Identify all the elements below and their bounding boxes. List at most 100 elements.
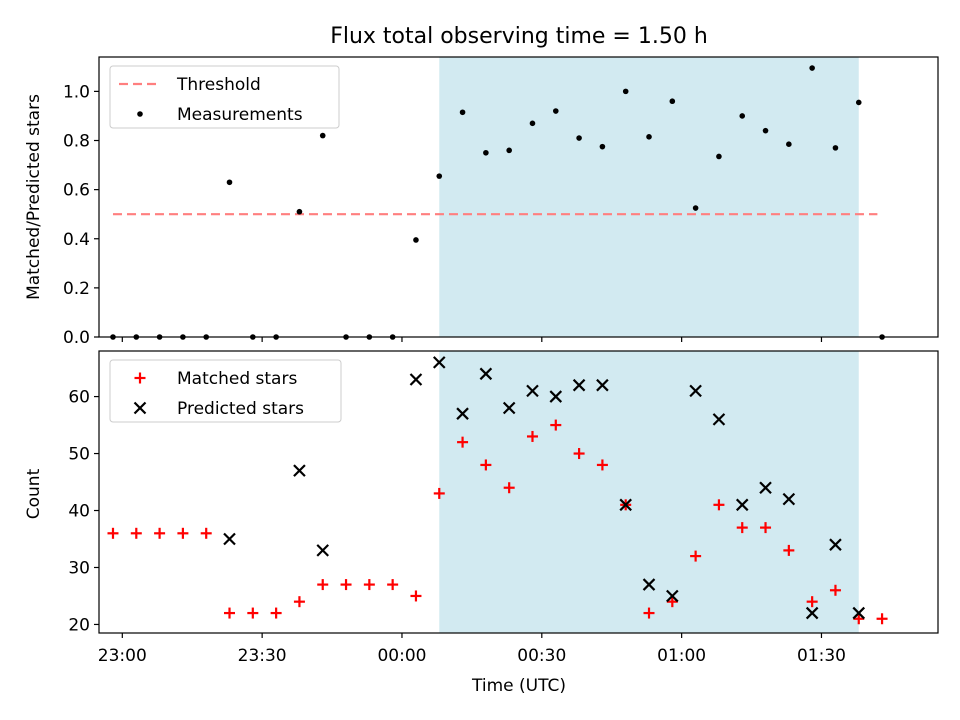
top-measurements-point	[576, 135, 582, 141]
bottom-legend-predicted-stars-swatch-b	[133, 401, 147, 415]
top-measurements-point	[436, 173, 443, 179]
bottom-matched-stars-point	[736, 522, 748, 534]
bottom-matched-stars-point	[526, 430, 538, 442]
bottom-matched-stars-point	[224, 607, 236, 619]
bottom-legend-predicted-stars-label: Predicted stars	[177, 399, 304, 419]
bottom-predicted-stars-point	[852, 606, 866, 620]
x-tick-label: 00:30	[517, 646, 566, 666]
bottom-matched-stars-point	[643, 607, 655, 619]
bottom-matched-stars-point	[200, 527, 212, 539]
bottom-predicted-stars-point-b	[805, 606, 819, 620]
bottom-predicted-stars-point-b	[223, 532, 236, 546]
bottom-matched-stars-point	[293, 596, 305, 608]
bottom-predicted-stars-point	[409, 373, 423, 386]
bottom-predicted-stars-point-b	[432, 356, 446, 369]
top-y-tick-label: 1.0	[63, 82, 90, 102]
chart-title: Flux total observing time = 1.50 h	[330, 24, 708, 49]
bottom-axes-frame	[98, 350, 939, 634]
bottom-matched-stars-point	[410, 590, 422, 602]
bottom-predicted-stars-point	[432, 356, 446, 369]
bottom-matched-stars-point	[853, 613, 865, 625]
bottom-legend-box	[109, 359, 342, 423]
bottom-matched-stars-point	[760, 522, 772, 534]
top-measurements-point	[319, 132, 326, 139]
bottom-predicted-stars-point	[572, 378, 586, 392]
bottom-matched-stars-point	[107, 527, 119, 539]
bottom-predicted-stars-point-b	[526, 384, 539, 398]
top-observing-window	[439, 57, 859, 337]
bottom-predicted-stars-point	[223, 532, 236, 546]
bottom-predicted-stars-point	[479, 367, 493, 381]
bottom-matched-stars-point	[480, 459, 492, 471]
bottom-predicted-stars-point-b	[689, 384, 702, 398]
bottom-y-axis-label: Count	[24, 468, 44, 519]
top-measurements-point	[226, 179, 233, 186]
bottom-predicted-stars-point	[759, 481, 772, 495]
top-measurements-point	[786, 141, 792, 147]
top-legend-measurements-swatch	[137, 111, 143, 117]
bottom-matched-stars-point	[783, 544, 795, 556]
top-measurements-point	[529, 120, 536, 127]
bottom-predicted-stars-point	[549, 390, 563, 403]
bottom-predicted-stars-point	[689, 384, 702, 398]
bottom-predicted-stars-point-b	[759, 481, 772, 495]
top-y-tick-label: 0.6	[63, 181, 90, 201]
bottom-predicted-stars-point-b	[409, 373, 423, 386]
bottom-matched-stars-point	[690, 550, 702, 562]
bottom-predicted-stars-point	[293, 464, 306, 477]
x-tick-label: 23:00	[98, 646, 147, 666]
x-tick-label: 01:30	[797, 646, 846, 666]
top-axes-frame	[98, 56, 939, 338]
bottom-matched-stars-point	[876, 613, 888, 625]
bottom-matched-stars-point	[550, 419, 562, 431]
bottom-predicted-stars-point	[526, 384, 539, 398]
top-legend-threshold-label: Threshold	[176, 75, 261, 95]
bottom-predicted-stars-point	[735, 498, 749, 512]
bottom-y-tick-label: 60	[68, 388, 90, 408]
top-measurements-point	[739, 113, 746, 119]
bottom-predicted-stars-point-b	[829, 538, 842, 551]
bottom-matched-stars-point	[666, 596, 678, 608]
bottom-matched-stars-point	[363, 579, 375, 591]
bottom-matched-stars-point	[130, 527, 142, 539]
top-legend-box	[109, 65, 340, 129]
bottom-predicted-stars-point-b	[666, 589, 679, 603]
bottom-matched-stars-point	[806, 596, 818, 608]
top-y-tick-label: 0.4	[63, 230, 90, 250]
x-tick-label: 23:30	[238, 646, 287, 666]
bottom-y-tick-label: 30	[68, 558, 90, 578]
top-y-tick-label: 0.2	[63, 279, 90, 299]
bottom-predicted-stars-point	[456, 407, 469, 420]
bottom-predicted-stars-point	[619, 498, 632, 512]
bottom-predicted-stars-point-b	[596, 378, 609, 392]
bottom-matched-stars-point	[457, 436, 469, 448]
bottom-matched-stars-point	[596, 459, 608, 471]
x-tick-label: 01:00	[657, 646, 706, 666]
bottom-matched-stars-point	[340, 579, 352, 591]
top-y-axis-label: Matched/Predicted stars	[24, 94, 44, 300]
bottom-matched-stars-point	[247, 607, 259, 619]
bottom-observing-window	[439, 351, 859, 633]
top-measurements-point	[692, 205, 699, 211]
top-measurements-point	[459, 109, 466, 116]
bottom-predicted-stars-point-b	[712, 413, 726, 426]
top-measurements-point	[716, 153, 722, 160]
bottom-predicted-stars-point	[642, 578, 656, 591]
bottom-matched-stars-point	[317, 579, 329, 591]
bottom-predicted-stars-point-b	[316, 544, 330, 557]
bottom-predicted-stars-point	[782, 492, 796, 506]
bottom-predicted-stars-point	[712, 413, 726, 426]
bottom-legend-matched-stars-swatch	[134, 372, 146, 384]
top-measurements-point	[832, 145, 839, 151]
bottom-predicted-stars-point	[805, 606, 819, 620]
top-measurements-point	[622, 88, 629, 95]
bottom-panel: 20 30 40 50 60 23:00 23:30 00:00 00:30 01:00 01:30…	[68, 350, 939, 666]
bottom-predicted-stars-point	[316, 544, 330, 557]
top-measurements-point	[552, 108, 559, 114]
bottom-predicted-stars-point-b	[293, 464, 306, 477]
bottom-matched-stars-point	[387, 579, 399, 591]
top-measurements-point	[809, 65, 815, 71]
top-measurements-point	[762, 127, 769, 134]
top-measurements-point	[855, 99, 862, 106]
top-measurements-point	[413, 237, 419, 243]
